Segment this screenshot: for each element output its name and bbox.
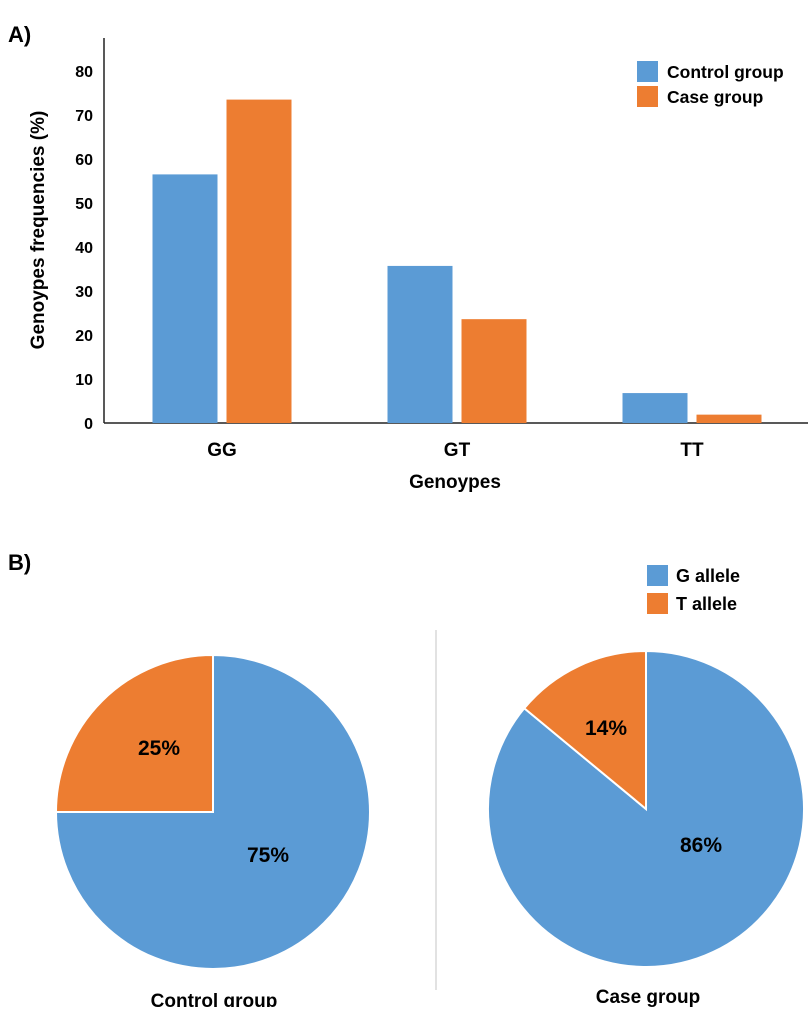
x-tick-label: TT	[680, 440, 704, 461]
bar-control-group-gg	[152, 174, 218, 423]
legend-label-t-allele: T allele	[676, 594, 737, 614]
bar-control-group-gt	[387, 265, 453, 423]
case-group-pie: 86% 14%	[487, 649, 805, 968]
case-pie-title: Case group	[596, 987, 701, 1007]
genotype-bar-chart: 0 10 20 30 40 50 60 70 80 GG GT TT Genoypes freque…	[28, 38, 808, 493]
bar-case-group-gg	[226, 99, 292, 423]
pie-slice-g-allele	[54, 653, 371, 970]
legend-label-case: Case group	[667, 87, 763, 107]
legend-swatch-case	[637, 86, 658, 107]
pie-legend: G allele T allele	[647, 565, 740, 614]
y-tick-label: 0	[84, 416, 93, 433]
pie-slice-label: 86%	[680, 834, 722, 857]
y-tick-label: 10	[75, 372, 93, 389]
y-tick-label: 20	[75, 328, 93, 345]
y-tick-label: 80	[75, 64, 93, 81]
legend-swatch-t-allele	[647, 593, 668, 614]
pie-slice-label: 14%	[585, 717, 627, 740]
control-pie-title: Control group	[151, 991, 278, 1007]
y-tick-label: 50	[75, 196, 93, 213]
bar-control-group-tt	[622, 393, 688, 423]
y-axis-title: Genoypes frequencies (%)	[28, 111, 49, 350]
y-tick-label: 70	[75, 108, 93, 125]
y-tick-label: 30	[75, 284, 93, 301]
bar-case-group-tt	[696, 414, 762, 423]
control-group-pie: 75% 25%	[54, 653, 371, 970]
panel-a-label: A)	[8, 22, 31, 47]
bar-case-group-gt	[461, 319, 527, 423]
x-tick-label: GT	[444, 440, 471, 461]
pie-slice-label: 75%	[247, 844, 289, 867]
panel-b-label: B)	[8, 550, 31, 575]
legend-label-g-allele: G allele	[676, 566, 740, 586]
legend-swatch-control	[637, 61, 658, 82]
x-axis-title: Genoypes	[409, 472, 501, 493]
y-tick-label: 60	[75, 152, 93, 169]
bar-legend: Control group Case group	[637, 61, 784, 107]
legend-label-control: Control group	[667, 62, 784, 82]
pie-slice-label: 25%	[138, 737, 180, 760]
x-tick-label: GG	[207, 440, 237, 461]
y-tick-label: 40	[75, 240, 93, 257]
pie-slice-t-allele	[522, 649, 647, 812]
pie-slice-t-allele	[54, 653, 214, 813]
legend-swatch-g-allele	[647, 565, 668, 586]
